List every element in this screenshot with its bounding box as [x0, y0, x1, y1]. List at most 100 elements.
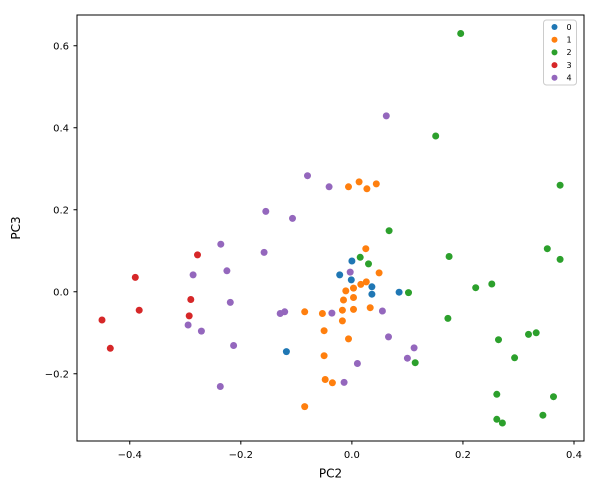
data-point: [189, 271, 197, 279]
x-tick-label: 0.4: [566, 450, 582, 461]
data-points-layer: [98, 30, 564, 427]
data-point: [223, 267, 231, 275]
data-point: [488, 280, 496, 288]
data-point: [350, 294, 357, 301]
data-point: [432, 132, 440, 140]
data-point: [366, 304, 374, 312]
data-point: [184, 321, 192, 329]
legend-entry-label: 2: [567, 48, 572, 57]
series-4: [184, 112, 418, 390]
data-point: [550, 393, 557, 401]
data-point: [338, 317, 346, 325]
data-point: [131, 273, 139, 281]
data-point: [355, 178, 363, 186]
data-point: [340, 378, 348, 386]
data-point: [260, 248, 268, 256]
data-point: [395, 288, 403, 296]
data-point: [543, 245, 551, 253]
data-point: [320, 352, 328, 360]
data-point: [217, 240, 225, 248]
y-tick-label: 0.2: [53, 205, 69, 216]
data-point: [498, 419, 506, 427]
data-point: [368, 290, 376, 298]
data-point: [320, 327, 328, 335]
data-point: [365, 260, 372, 268]
data-point: [301, 308, 309, 316]
data-point: [301, 403, 309, 411]
legend-box: [543, 19, 577, 86]
data-point: [532, 329, 540, 337]
data-point: [385, 333, 392, 341]
data-point: [350, 284, 357, 292]
data-point: [411, 359, 419, 367]
data-point: [511, 354, 519, 362]
data-point: [495, 336, 502, 344]
data-point: [353, 360, 361, 367]
data-point: [328, 309, 336, 317]
data-point: [340, 296, 347, 304]
data-point: [493, 415, 501, 423]
data-point: [472, 284, 480, 292]
data-point: [372, 180, 380, 188]
data-point: [106, 344, 114, 352]
data-point: [556, 181, 564, 189]
data-point: [348, 257, 356, 265]
data-point: [342, 287, 350, 295]
data-point: [187, 296, 195, 303]
data-point: [556, 255, 564, 263]
x-tick-label: 0.0: [344, 450, 360, 461]
data-point: [321, 376, 329, 383]
legend-entry-label: 3: [567, 61, 572, 70]
legend-entry-label: 1: [567, 36, 572, 45]
data-point: [347, 276, 355, 284]
y-axis-label: PC3: [9, 216, 23, 239]
data-point: [356, 253, 364, 261]
data-point: [410, 344, 418, 352]
data-point: [304, 172, 311, 180]
data-point: [525, 330, 532, 338]
y-tick-label: 0.4: [53, 123, 69, 134]
data-point: [357, 280, 365, 288]
legend-marker: [551, 36, 558, 43]
legend-marker: [551, 74, 558, 81]
x-tick-label: −0.4: [118, 450, 142, 461]
data-point: [445, 253, 453, 260]
data-point: [405, 289, 412, 297]
data-point: [457, 30, 465, 37]
series-3: [98, 251, 201, 352]
data-point: [289, 214, 296, 222]
legend: 0 1 2 3 4: [543, 19, 577, 86]
x-axis-label: PC2: [319, 467, 342, 481]
series-0: [282, 257, 403, 356]
data-point: [362, 278, 370, 286]
data-point: [226, 298, 234, 306]
legend-marker: [551, 62, 558, 69]
data-point: [345, 335, 352, 343]
data-point: [216, 383, 224, 390]
y-tick-label: −0.2: [45, 369, 69, 380]
series-2: [356, 30, 564, 427]
data-point: [368, 283, 376, 291]
data-point: [230, 342, 238, 349]
series-1: [301, 178, 383, 411]
y-tick-label: 0.0: [53, 287, 69, 298]
data-point: [336, 271, 344, 279]
data-point: [345, 183, 352, 191]
data-point: [185, 312, 193, 320]
legend-marker: [551, 49, 558, 56]
axis-ticks-layer: −0.4 −0.2 0.0 0.2 0.4 −0.2 0.0 0.2 0.4 0.6: [45, 41, 582, 461]
data-point: [98, 316, 106, 324]
data-point: [197, 327, 205, 335]
x-tick-label: 0.2: [455, 450, 471, 461]
data-point: [135, 306, 143, 314]
data-point: [493, 390, 501, 398]
data-point: [338, 306, 346, 314]
data-point: [282, 348, 290, 356]
data-point: [378, 307, 386, 315]
plot-frame: [76, 14, 585, 442]
x-tick-label: −0.2: [229, 450, 253, 461]
legend-marker: [551, 24, 558, 30]
data-point: [194, 251, 201, 259]
